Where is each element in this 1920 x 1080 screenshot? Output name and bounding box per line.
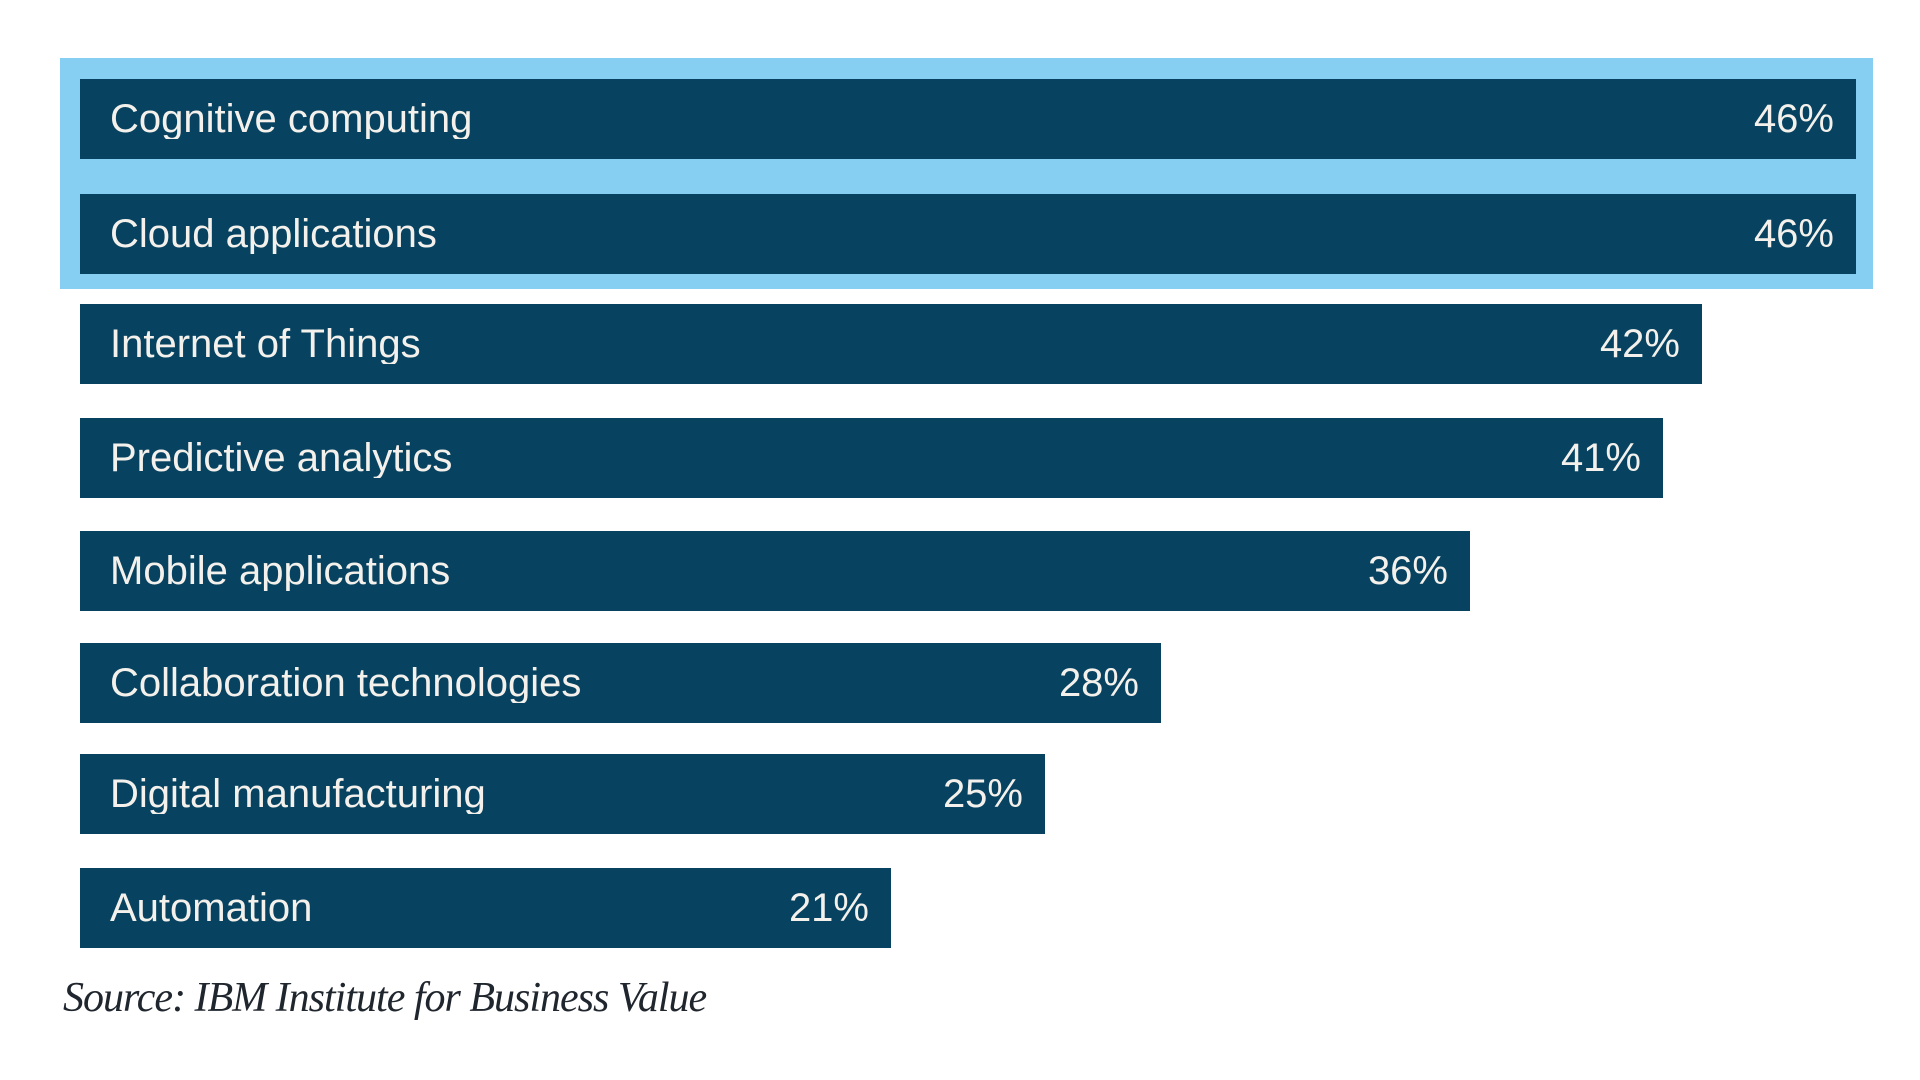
bar-label: Internet of Things	[110, 324, 421, 364]
bar-row: Automation 21%	[80, 868, 891, 948]
bar-row: Internet of Things 42%	[80, 304, 1702, 384]
bar-row: Cognitive computing 46%	[80, 79, 1856, 159]
bar-label: Digital manufacturing	[110, 774, 486, 814]
bar-value-label: 36%	[1367, 549, 1448, 593]
bar-value-label: 42%	[1599, 322, 1680, 366]
bar-row: Predictive analytics 41%	[80, 418, 1663, 498]
bar-label: Collaboration technologies	[110, 663, 582, 703]
bar-label: Cognitive computing	[110, 99, 473, 139]
bar-value-label: 25%	[942, 772, 1023, 816]
bar-label: Automation	[110, 888, 313, 928]
bar-value-label: 28%	[1058, 661, 1139, 705]
bar-row: Mobile applications 36%	[80, 531, 1470, 611]
bar-value-label: 41%	[1560, 436, 1641, 480]
bar-label: Mobile applications	[110, 551, 451, 591]
bar-row: Cloud applications 46%	[80, 194, 1856, 274]
bar-value-label: 46%	[1753, 212, 1834, 256]
bar-label: Cloud applications	[110, 214, 437, 254]
source-caption: Source: IBM Institute for Business Value	[63, 975, 707, 1021]
bar-value-label: 46%	[1753, 97, 1834, 141]
bar-label: Predictive analytics	[110, 438, 453, 478]
bar-row: Collaboration technologies 28%	[80, 643, 1161, 723]
bar-value-label: 21%	[788, 886, 869, 930]
bar-row: Digital manufacturing 25%	[80, 754, 1045, 834]
